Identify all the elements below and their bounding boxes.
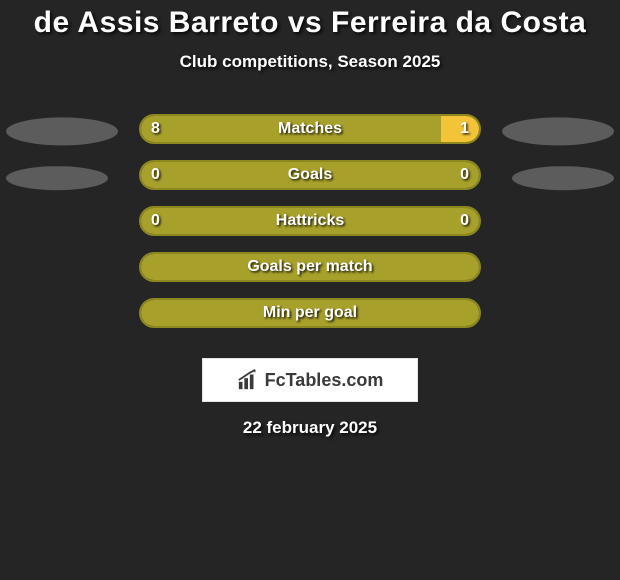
comparison-row: Goals per match <box>0 252 620 298</box>
comparison-row: Min per goal <box>0 298 620 344</box>
stat-label: Min per goal <box>263 304 357 322</box>
stat-value-left: 0 <box>151 166 160 184</box>
player-ellipse-left <box>6 117 118 145</box>
player-ellipse-left <box>6 166 108 190</box>
player-ellipse-right <box>512 166 614 190</box>
stat-bar: 8 1 Matches <box>139 114 481 144</box>
stat-value-right: 1 <box>460 120 469 138</box>
brand-text: FcTables.com <box>265 370 384 391</box>
bar-chart-icon <box>237 369 259 391</box>
stat-bar: 0 0 Hattricks <box>139 206 481 236</box>
footer-date: 22 february 2025 <box>0 418 620 438</box>
brand-box: FcTables.com <box>202 358 418 402</box>
stat-value-left: 0 <box>151 212 160 230</box>
stat-value-left: 8 <box>151 120 160 138</box>
stat-bar: Min per goal <box>139 298 481 328</box>
stat-bar: Goals per match <box>139 252 481 282</box>
stat-label: Goals <box>288 166 332 184</box>
stat-bar: 0 0 Goals <box>139 160 481 190</box>
stat-value-right: 0 <box>460 166 469 184</box>
player-ellipse-right <box>502 117 614 145</box>
stat-value-right: 0 <box>460 212 469 230</box>
stat-label: Hattricks <box>276 212 344 230</box>
comparison-row: 0 0 Goals <box>0 160 620 206</box>
stat-label: Matches <box>278 120 342 138</box>
comparison-row: 0 0 Hattricks <box>0 206 620 252</box>
stat-label: Goals per match <box>247 258 372 276</box>
comparison-rows: 8 1 Matches 0 0 Goals 0 0 Hattricks Goals per mat… <box>0 114 620 344</box>
comparison-row: 8 1 Matches <box>0 114 620 160</box>
page-title: de Assis Barreto vs Ferreira da Costa <box>0 0 620 40</box>
page-subtitle: Club competitions, Season 2025 <box>0 52 620 72</box>
